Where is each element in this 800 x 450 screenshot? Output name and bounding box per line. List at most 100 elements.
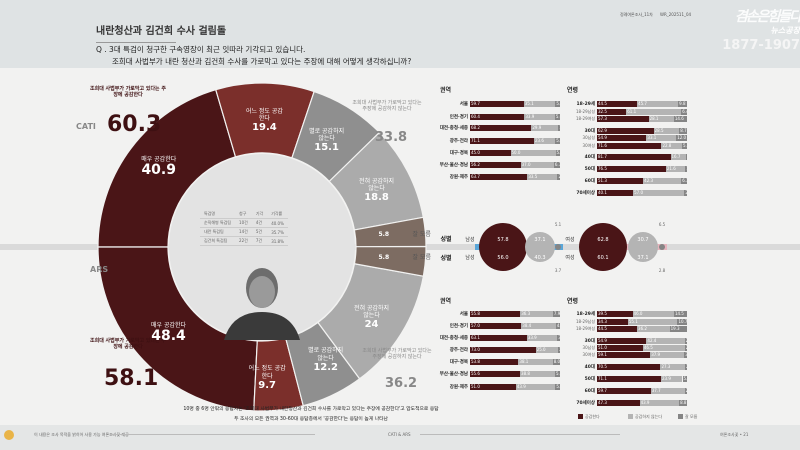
ars-segment-label: 별로 공감하지 않는다 12.2 [302, 347, 350, 372]
person-photo [224, 268, 300, 340]
male-ars-disagree: 40.3 [534, 255, 545, 261]
legend-swatch [628, 414, 633, 419]
summary-line-1: 10명 중 6명 안팎의 응답자는 '조희대 사법부가 내란청산과 김건희 수사… [183, 407, 439, 412]
legend-label: 잘 모름 [685, 414, 698, 419]
table-row: 내란 특검팀 14건 5건 35.7% [200, 227, 288, 237]
bar-row-label: 인천·경기 [449, 115, 468, 120]
male-label: 남성 [465, 254, 474, 261]
bar-row-label: 광주·전라 [449, 139, 468, 144]
bar-unknown: 2.8 [557, 174, 560, 180]
survey-code: WR_202511_04 [660, 12, 692, 17]
bar-unknown: 4.6 [555, 323, 560, 329]
bar-row-label: 광주·전라 [449, 348, 468, 353]
male-agree-bubble [479, 223, 527, 271]
table-header: 특검명 [200, 210, 236, 219]
segment-name: 별로 공감하지 않는다 [309, 127, 345, 142]
bar-agree: 71.6 [597, 143, 662, 149]
bar-row-label: 70세이상 [576, 401, 595, 406]
summary-line-2: 두 조사의 모든 권역과 30-60대 응답층에서 '공감한다'는 응답이 높게… [234, 417, 388, 422]
bar-disagree: 38.1 [518, 359, 553, 365]
female-cati-unknown: 6.5 [659, 222, 666, 227]
bar-disagree: 37.7 [650, 388, 685, 394]
ars-segment-very-agree [97, 246, 258, 412]
bar-unknown: 5.6 [681, 143, 687, 149]
segment-value: 12.2 [313, 361, 338, 373]
bar-agree: 59.1 [597, 352, 651, 358]
segment-value: 9.7 [258, 379, 276, 391]
bar-unknown: 5.1 [555, 384, 560, 390]
bar-disagree: 46.5 [642, 345, 685, 351]
female-label: 여성 [565, 254, 574, 261]
bar-unknown: 14.6 [673, 116, 687, 122]
bar-disagree: 43.9 [639, 400, 680, 406]
bar-disagree: 37.0 [520, 162, 554, 168]
cati-segment-label: 매우 공감한다 40.9 [135, 156, 183, 179]
survey-number: 정례여론조사_11차 [620, 12, 653, 17]
bar-agree: 55.8 [470, 311, 521, 317]
bar-unknown: 2.6 [684, 388, 687, 394]
bar-agree: 54.9 [597, 135, 647, 141]
page-title: 내란청산과 김건희 수사 걸림돌 [96, 22, 226, 43]
ars_age-title: 연령 [567, 298, 579, 305]
bar-disagree: 21.6 [665, 166, 686, 172]
ars-disagree-label: 조희대 사법부가 가로막고 있다는 주장에 공감하지 않는다 [362, 348, 432, 360]
legend-label: 공감하지 않는다 [635, 414, 663, 419]
bar-unknown: 5.6 [554, 114, 560, 120]
footer-rule-left [110, 434, 315, 435]
bar-agree: 32.5 [597, 109, 627, 115]
bar-disagree: 23.9 [660, 376, 683, 382]
bar-disagree: 36.3 [520, 311, 553, 317]
legend-label: 공감한다 [585, 414, 600, 419]
table-cell: 7건 [251, 236, 268, 246]
ars-segment-label: 매우 공감한다 48.4 [145, 322, 193, 345]
bar-unknown: 5.6 [554, 371, 560, 377]
bar-row-label: 40대 [584, 155, 595, 160]
cati-segment-label: 어느 정도 공감한다 19.4 [240, 108, 288, 133]
header-band [0, 0, 800, 68]
bar-row-label: 30대 [584, 129, 595, 134]
bar-disagree: 16.7 [670, 154, 686, 160]
table-header: 기각률 [267, 210, 288, 219]
ars-method-label: ARS [90, 265, 109, 274]
cati-disagree-label: 조희대 사법부가 가로막고 있다는 주장에 공감하지 않는다 [352, 100, 422, 112]
bar-row-label: 30남성 [582, 345, 595, 350]
segment-name: 별로 공감하지 않는다 [308, 347, 344, 362]
bar-row-label: 부산·울산·경남 [439, 372, 468, 377]
bar-disagree: 46.0 [632, 311, 674, 317]
segment-name: 전혀 공감하지 않는다 [354, 305, 390, 320]
female-ars-agree: 60.1 [597, 255, 608, 261]
ars-segment-label: 5.8 잘 모름 [379, 254, 431, 261]
bar-agree: 81.7 [597, 154, 671, 160]
bar-unknown: 8.8 [679, 400, 687, 406]
bar-unknown: 6.7 [553, 162, 560, 168]
male-label: 남성 [465, 236, 474, 243]
gender-label-cati: 성별 [440, 235, 452, 243]
bar-agree: 73.0 [470, 347, 536, 353]
bar-row-label: 18-29남성 [576, 109, 595, 114]
bar-agree: 59.7 [470, 101, 524, 107]
female-ars-unknown: 2.8 [659, 268, 666, 273]
segment-name: 어느 정도 공감한다 [248, 365, 286, 380]
bar-agree: 71.1 [470, 138, 534, 144]
cati-segment-label: 전혀 공감하지 않는다 18.8 [353, 178, 401, 203]
bar-unknown: 3.0 [684, 352, 687, 358]
bar-agree: 55.6 [470, 371, 521, 377]
table-cell: 4건 [251, 218, 268, 228]
bar-unknown: 2.5 [684, 345, 687, 351]
bar-disagree: 50.0 [510, 150, 556, 156]
bar-unknown: 6.4 [681, 109, 687, 115]
page-number: 여론조사꽃 • 21 [720, 432, 749, 437]
bar-agree: 45.0 [470, 150, 511, 156]
bar-disagree: 42.4 [646, 338, 685, 344]
bar-row-label: 18-29세 [576, 102, 595, 107]
footer: 이 내용은 조사 목적을 밝히어 사용 가능 여론조사꽃 제공 CATI & A… [0, 425, 800, 450]
male-ars-agree: 56.0 [497, 255, 508, 261]
bar-agree: 57.3 [597, 116, 649, 122]
bar-row-label: 부산·울산·경남 [439, 163, 468, 168]
bar-row-label: 대구·경북 [449, 151, 468, 156]
bar-row-label: 30여성 [582, 143, 595, 148]
segment-value: 48.4 [151, 328, 186, 345]
cati_age-title: 연령 [567, 87, 579, 94]
bar-agree: 44.5 [597, 101, 638, 107]
